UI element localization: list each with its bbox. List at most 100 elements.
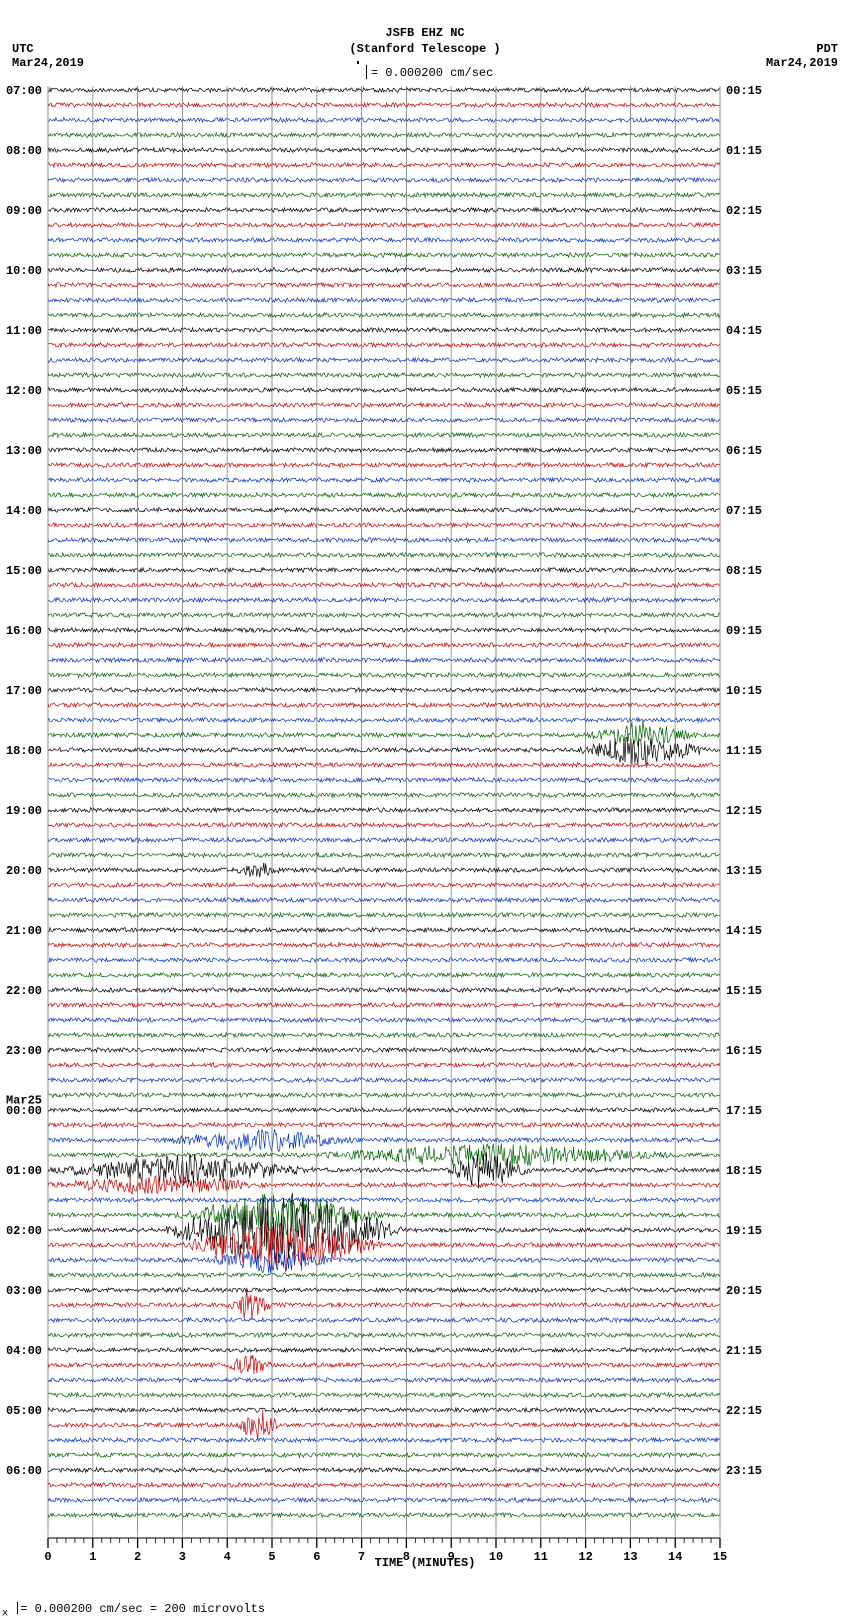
- svg-text:10:00: 10:00: [6, 264, 42, 278]
- trace-row: [48, 103, 720, 108]
- svg-text:05:00: 05:00: [6, 1404, 42, 1418]
- trace-row: [48, 808, 720, 813]
- svg-text:20:00: 20:00: [6, 864, 42, 878]
- trace-row: [48, 478, 720, 483]
- trace-row: [48, 343, 720, 348]
- trace-row: [48, 1483, 720, 1488]
- svg-text:18:00: 18:00: [6, 744, 42, 758]
- svg-text:03:00: 03:00: [6, 1284, 42, 1298]
- trace-row: [48, 1348, 720, 1353]
- svg-text:11:15: 11:15: [726, 744, 762, 758]
- trace-row: [48, 358, 720, 363]
- trace-row: [48, 718, 720, 723]
- trace-row: [48, 253, 720, 258]
- trace-row: [48, 1176, 720, 1194]
- trace-row: [48, 1033, 720, 1038]
- seismogram-container: JSFB EHZ NC (Stanford Telescope ) = 0.00…: [0, 0, 850, 1613]
- trace-row: [48, 1221, 720, 1272]
- trace-row: [48, 883, 720, 888]
- trace-row: [48, 1408, 720, 1413]
- trace-row: [48, 1078, 720, 1083]
- trace-row: [48, 737, 720, 764]
- trace-row: [48, 328, 720, 333]
- trace-row: [48, 1273, 720, 1278]
- trace-row: [48, 1290, 720, 1319]
- svg-text:11:00: 11:00: [6, 324, 42, 338]
- svg-text:15:00: 15:00: [6, 564, 42, 578]
- trace-row: [48, 418, 720, 423]
- svg-text:17:15: 17:15: [726, 1104, 762, 1118]
- trace-row: [48, 928, 720, 933]
- trace-row: [48, 283, 720, 288]
- trace-row: [48, 973, 720, 978]
- trace-row: [48, 298, 720, 303]
- trace-row: [48, 1063, 720, 1068]
- trace-row: [48, 163, 720, 168]
- svg-text:06:15: 06:15: [726, 444, 762, 458]
- svg-text:10:15: 10:15: [726, 684, 762, 698]
- trace-row: [48, 433, 720, 438]
- trace-row: [48, 628, 720, 633]
- trace-row: [48, 1318, 720, 1323]
- svg-text:12:15: 12:15: [726, 804, 762, 818]
- svg-text:00:00: 00:00: [6, 1104, 42, 1118]
- trace-row: [48, 178, 720, 183]
- trace-row: [48, 988, 720, 993]
- svg-text:01:15: 01:15: [726, 144, 762, 158]
- footer-scale: x = 0.000200 cm/sec = 200 microvolts: [2, 1600, 265, 1619]
- trace-row: [48, 208, 720, 213]
- trace-row: [48, 958, 720, 963]
- trace-row: [48, 1108, 720, 1113]
- trace-row: [48, 913, 720, 918]
- svg-text:12:00: 12:00: [6, 384, 42, 398]
- trace-row: [48, 778, 720, 783]
- trace-row: [48, 1123, 720, 1128]
- svg-text:22:00: 22:00: [6, 984, 42, 998]
- trace-row: [48, 793, 720, 798]
- svg-text:23:00: 23:00: [6, 1044, 42, 1058]
- trace-row: [48, 448, 720, 453]
- trace-row: [48, 223, 720, 228]
- trace-row: [48, 268, 720, 273]
- trace-row: [48, 1410, 720, 1440]
- trace-row: [48, 1193, 720, 1265]
- trace-row: [48, 403, 720, 408]
- trace-row: [48, 1438, 720, 1443]
- trace-row: [48, 553, 720, 558]
- trace-row: [48, 1393, 720, 1398]
- x-axis-label: TIME (MINUTES): [0, 1556, 850, 1570]
- trace-row: [48, 118, 720, 123]
- trace-row: [48, 1249, 720, 1273]
- trace-row: [48, 613, 720, 618]
- svg-text:05:15: 05:15: [726, 384, 762, 398]
- trace-row: [48, 1198, 720, 1203]
- trace-row: [48, 238, 720, 243]
- trace-row: [48, 88, 720, 93]
- svg-text:08:00: 08:00: [6, 144, 42, 158]
- trace-row: [48, 658, 720, 663]
- trace-row: [48, 1498, 720, 1503]
- svg-text:13:00: 13:00: [6, 444, 42, 458]
- trace-row: [48, 1453, 720, 1458]
- svg-text:04:15: 04:15: [726, 324, 762, 338]
- trace-row: [48, 1018, 720, 1023]
- trace-row: [48, 463, 720, 468]
- trace-row: [48, 863, 720, 878]
- trace-row: [48, 838, 720, 843]
- svg-text:09:00: 09:00: [6, 204, 42, 218]
- svg-text:00:15: 00:15: [726, 84, 762, 98]
- trace-row: [48, 1129, 720, 1151]
- svg-text:20:15: 20:15: [726, 1284, 762, 1298]
- trace-row: [48, 720, 720, 747]
- svg-text:18:15: 18:15: [726, 1164, 762, 1178]
- trace-row: [48, 673, 720, 678]
- trace-row: [48, 1093, 720, 1098]
- trace-row: [48, 1513, 720, 1518]
- trace-row: [48, 703, 720, 708]
- trace-row: [48, 133, 720, 138]
- svg-text:16:15: 16:15: [726, 1044, 762, 1058]
- trace-row: [48, 313, 720, 318]
- trace-row: [48, 538, 720, 543]
- svg-text:07:15: 07:15: [726, 504, 762, 518]
- trace-row: [48, 148, 720, 153]
